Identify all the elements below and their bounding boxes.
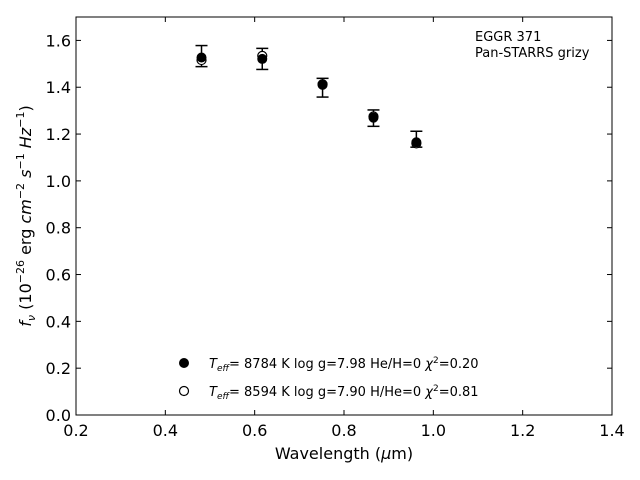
- data-point-filled: [257, 53, 268, 64]
- y-tick-label: 0.8: [46, 219, 71, 238]
- data-point-filled: [368, 112, 379, 123]
- data-point-filled: [317, 79, 328, 90]
- x-tick-label: 1.4: [599, 421, 624, 440]
- y-tick-label: 1.0: [46, 172, 71, 191]
- x-tick-label: 1.2: [510, 421, 535, 440]
- data-point-filled: [411, 137, 422, 148]
- legend-marker: [179, 358, 189, 368]
- legend-entry: Teff= 8594 K log g=7.90 H/He=0 χ2=0.81: [178, 384, 479, 402]
- y-axis-ticks: 0.0 0.2 0.4 0.6 0.8 1.0 1.2 1.4 1.6: [46, 31, 612, 425]
- error-bars: [195, 44, 423, 148]
- x-tick-label: 0.6: [242, 421, 267, 440]
- annotation-object: EGGR 371: [475, 30, 541, 45]
- legend-label: Teff= 8594 K log g=7.90 H/He=0 χ2=0.81: [209, 384, 479, 402]
- annotation-photometry: Pan-STARRS grizy: [475, 46, 590, 61]
- x-tick-label: 1.0: [421, 421, 446, 440]
- legend-label: Teff= 8784 K log g=7.98 He/H=0 χ2=0.20: [209, 356, 479, 374]
- x-axis-ticks: 0.2 0.4 0.6 0.8 1.0 1.2 1.4: [63, 17, 625, 440]
- legend-entry: Teff= 8784 K log g=7.98 He/H=0 χ2=0.20: [179, 356, 479, 374]
- x-tick-label: 0.8: [331, 421, 356, 440]
- annotation: EGGR 371 Pan-STARRS grizy: [475, 30, 590, 61]
- y-tick-label: 1.6: [46, 31, 71, 50]
- data-markers: [196, 50, 422, 149]
- y-tick-label: 0.4: [46, 312, 71, 331]
- y-tick-label: 0.2: [46, 359, 71, 378]
- y-tick-label: 1.4: [46, 78, 71, 97]
- x-axis-label: Wavelength (μm): [275, 444, 413, 463]
- x-tick-label: 0.4: [153, 421, 178, 440]
- y-axis-label: fν (10−26 erg cm−2 s−1 Hz−1): [14, 105, 38, 326]
- plot-frame: [75, 16, 613, 416]
- y-tick-label: 0.6: [46, 266, 71, 285]
- legend-marker: [178, 385, 190, 397]
- data-point-filled: [196, 52, 207, 63]
- x-tick-label: 0.2: [63, 421, 88, 440]
- y-tick-label: 1.2: [46, 125, 71, 144]
- legend: Teff= 8784 K log g=7.98 He/H=0 χ2=0.20 Te…: [178, 356, 479, 402]
- y-tick-label: 0.0: [46, 406, 71, 425]
